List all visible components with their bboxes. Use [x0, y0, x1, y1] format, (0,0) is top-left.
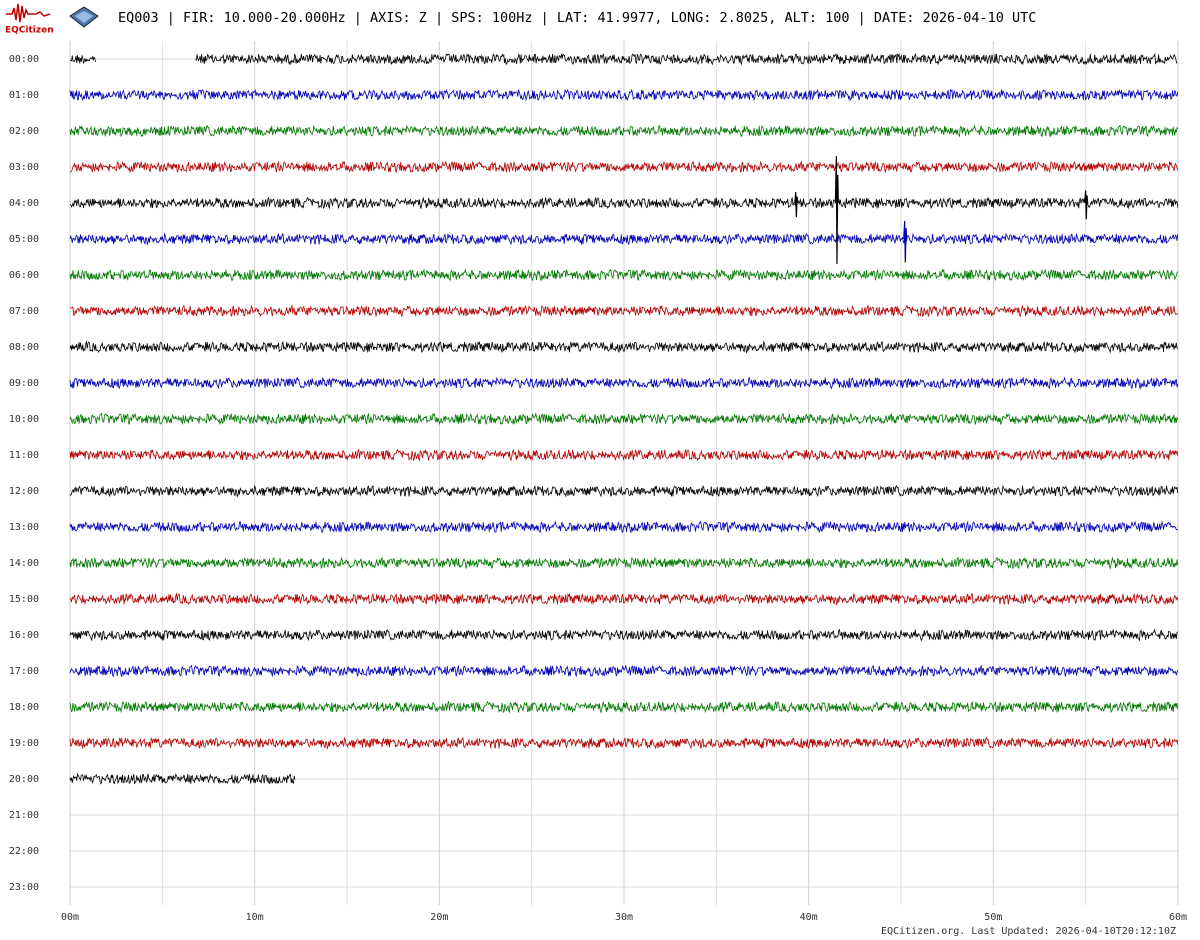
trace-segment	[69, 592, 1179, 606]
row-label: 14:00	[9, 558, 39, 569]
row-label: 09:00	[9, 378, 39, 389]
trace-segment	[69, 412, 1179, 426]
row-label: 00:00	[9, 54, 39, 65]
header-title: EQ003 | FIR: 10.000-20.000Hz | AXIS: Z |…	[118, 10, 1036, 26]
trace-segment	[69, 448, 1179, 462]
x-tick-label: 30m	[615, 912, 633, 923]
row-label: 03:00	[9, 162, 39, 173]
trace-segment	[69, 124, 1179, 138]
row-label: 02:00	[9, 126, 39, 137]
trace-segment	[69, 88, 1179, 102]
row-label: 18:00	[9, 702, 39, 713]
row-label: 10:00	[9, 414, 39, 425]
trace-segment	[69, 196, 1179, 210]
trace-segment	[69, 736, 1179, 750]
trace-segment	[69, 304, 1179, 318]
row-label: 16:00	[9, 630, 39, 641]
event-spike	[1084, 190, 1089, 220]
x-tick-label: 50m	[984, 912, 1002, 923]
trace-segment	[69, 484, 1179, 498]
x-tick-label: 40m	[800, 912, 818, 923]
trace-segment	[69, 772, 296, 785]
row-label: 21:00	[9, 810, 39, 821]
event-spike	[834, 156, 839, 264]
row-label: 20:00	[9, 774, 39, 785]
trace-segment	[69, 520, 1178, 534]
logo-icon-inner	[75, 11, 93, 23]
trace-segment	[69, 340, 1179, 354]
row-label: 23:00	[9, 882, 39, 893]
event-spike	[903, 220, 908, 263]
row-label: 22:00	[9, 846, 39, 857]
grid	[69, 41, 1179, 905]
row-label: 04:00	[9, 198, 39, 209]
row-label: 07:00	[9, 306, 39, 317]
row-label: 13:00	[9, 522, 39, 533]
row-label: 08:00	[9, 342, 39, 353]
trace-segment	[69, 556, 1179, 570]
trace-segment	[69, 700, 1179, 714]
trace-segment	[69, 268, 1179, 282]
x-tick-label: 60m	[1169, 912, 1187, 923]
x-tick-label: 10m	[246, 912, 264, 923]
logo-text: EQCitizen	[5, 26, 54, 36]
logo: EQCitizen	[5, 3, 99, 36]
trace-segment	[69, 160, 1179, 174]
footer: EQCitizen.org. Last Updated: 2026-04-10T…	[881, 926, 1176, 937]
row-label: 19:00	[9, 738, 39, 749]
row-label: 11:00	[9, 450, 39, 461]
row-label: 05:00	[9, 234, 39, 245]
row-label: 17:00	[9, 666, 39, 677]
trace-segment	[195, 52, 1178, 66]
event-spike	[794, 192, 799, 218]
trace-segment	[69, 628, 1178, 642]
x-tick-label: 20m	[430, 912, 448, 923]
trace-segment	[69, 232, 1179, 246]
row-label: 06:00	[9, 270, 39, 281]
row-label: 15:00	[9, 594, 39, 605]
row-label: 01:00	[9, 90, 39, 101]
x-tick-label: 00m	[61, 912, 79, 923]
trace-segment	[69, 376, 1179, 390]
trace-segment	[69, 664, 1179, 678]
row-label: 12:00	[9, 486, 39, 497]
logo-wave	[6, 3, 51, 23]
trace-segment	[69, 54, 96, 64]
